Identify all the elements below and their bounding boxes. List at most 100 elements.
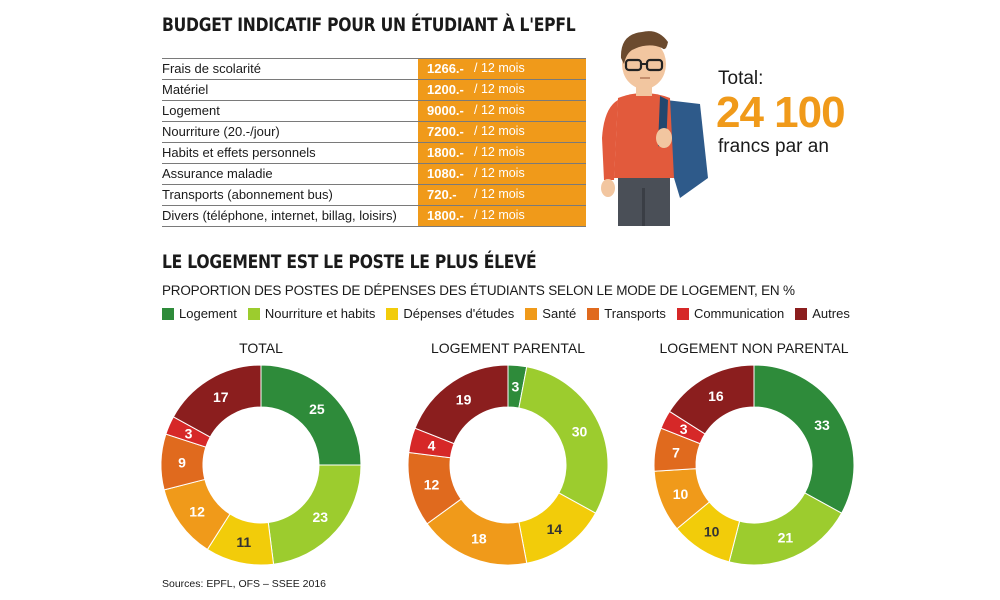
legend-swatch (525, 307, 538, 320)
donut-title-non-parental: LOGEMENT NON PARENTAL (659, 340, 849, 356)
donut-title-parental: LOGEMENT PARENTAL (430, 340, 586, 356)
budget-row-period: / 12 mois (474, 82, 525, 96)
donut-slice-1-6 (414, 364, 509, 445)
legend-swatch (587, 307, 600, 320)
donut-data-label: 14 (547, 521, 563, 537)
donut-data-label: 21 (778, 530, 794, 546)
donut-data-label: 17 (213, 389, 229, 405)
budget-row: Divers (téléphone, internet, billag, loi… (162, 206, 586, 227)
budget-row-period: / 12 mois (474, 61, 525, 75)
budget-row-amount: 720.- (427, 187, 457, 202)
sources: Sources: EPFL, OFS – SSEE 2016 (162, 578, 326, 590)
total-value: 24 100 (716, 88, 846, 137)
donut-data-label: 3 (512, 378, 520, 394)
hair (620, 31, 668, 64)
legend-label: Nourriture et habits (264, 306, 376, 321)
legend-label: Autres (812, 306, 850, 321)
student-illustration (601, 31, 708, 226)
legend-label: Santé (542, 306, 577, 321)
donut-data-label: 11 (236, 534, 251, 550)
legend-label: Transports (604, 306, 666, 321)
budget-row-label: Habits et effets personnels (162, 145, 316, 160)
donut-data-label: 3 (680, 421, 688, 437)
legend-swatch (162, 307, 174, 320)
donut-data-label: 23 (312, 509, 328, 525)
budget-row-value: 9000.- / 12 mois (418, 101, 586, 121)
donut-data-label: 18 (471, 530, 487, 546)
donut-data-label: 30 (572, 423, 588, 439)
total-label: Total: (718, 68, 764, 89)
budget-row-value: 1800.- / 12 mois (418, 206, 586, 226)
total-unit: francs par an (718, 136, 829, 157)
trousers-seam (642, 188, 645, 226)
budget-row-label: Nourriture (20.-/jour) (162, 124, 280, 139)
budget-row: Logement 9000.- / 12 mois (162, 101, 586, 122)
donut-slice-0-6 (172, 364, 262, 438)
donut-slice-2-6 (668, 364, 755, 435)
budget-row-amount: 1800.- (427, 208, 464, 223)
budget-row-period: / 12 mois (474, 208, 525, 222)
left-hand (601, 179, 615, 197)
sweater (614, 93, 674, 178)
legend-item: Nourriture et habits (247, 306, 376, 321)
legend-item: Santé (525, 306, 576, 321)
right-hand (656, 128, 672, 148)
budget-row-value: 1800.- / 12 mois (418, 143, 586, 163)
donut-data-label: 16 (708, 388, 724, 404)
donut-data-label: 10 (704, 524, 720, 540)
budget-table: Frais de scolarité 1266.- / 12 mois Matéri… (162, 58, 586, 227)
donut-data-label: 12 (424, 477, 440, 493)
budget-row: Transports (abonnement bus) 720.- / 12 moi… (162, 185, 586, 206)
legend-item: Transports (587, 306, 666, 321)
budget-row-value: 1080.- / 12 mois (418, 164, 586, 184)
donut-data-label: 25 (309, 401, 325, 417)
budget-row-value: 720.- / 12 mois (418, 185, 586, 205)
legend-item: Autres (795, 306, 850, 321)
donut-data-label: 9 (178, 455, 186, 471)
donut-data-label: 3 (185, 426, 193, 442)
budget-row-value: 7200.- / 12 mois (418, 122, 586, 142)
legend-swatch (247, 307, 260, 320)
budget-row-period: / 12 mois (474, 103, 525, 117)
budget-row-label: Matériel (162, 82, 209, 97)
donut-data-label: 10 (673, 486, 689, 502)
donut-data-label: 7 (672, 445, 680, 461)
budget-row-label: Divers (téléphone, internet, billag, loi… (162, 208, 397, 223)
budget-row: Habits et effets personnels 1800.- / 12 mo… (162, 143, 586, 164)
donut-slice-2-0 (753, 364, 855, 514)
budget-row-label: Logement (162, 103, 220, 118)
budget-row-period: / 12 mois (474, 187, 525, 201)
budget-row-period: / 12 mois (474, 124, 525, 138)
left-arm (602, 100, 618, 180)
budget-row-amount: 1800.- (427, 145, 464, 160)
donut-data-label: 33 (814, 417, 830, 433)
budget-row-label: Frais de scolarité (162, 61, 261, 76)
budget-row-label: Assurance maladie (162, 166, 273, 181)
budget-row-period: / 12 mois (474, 166, 525, 180)
budget-row-label: Transports (abonnement bus) (162, 187, 333, 202)
budget-row-amount: 1080.- (427, 166, 464, 181)
budget-title: BUDGET INDICATIF POUR UN ÉTUDIANT À L'EP… (162, 14, 576, 36)
budget-row: Nourriture (20.-/jour) 7200.- / 12 mois (162, 122, 586, 143)
budget-row-amount: 1266.- (427, 61, 464, 76)
budget-row-amount: 7200.- (427, 124, 464, 139)
legend-swatch (676, 307, 689, 320)
budget-row-value: 1266.- / 12 mois (418, 59, 586, 79)
budget-row: Assurance maladie 1080.- / 12 mois (162, 164, 586, 185)
legend-swatch (795, 307, 808, 320)
budget-row: Frais de scolarité 1266.- / 12 mois (162, 58, 586, 80)
legend-item: Communication (676, 306, 785, 321)
legend-label: Communication (693, 306, 785, 321)
budget-row-amount: 9000.- (427, 103, 464, 118)
budget-row-value: 1200.- / 12 mois (418, 80, 586, 100)
chart-subtitle: PROPORTION DES POSTES DE DÉPENSES DES ÉT… (162, 283, 795, 298)
donut-data-label: 12 (189, 503, 205, 519)
chart-legend: Logement Nourriture et habits Dépenses d'é… (162, 306, 861, 321)
budget-row: Matériel 1200.- / 12 mois (162, 80, 586, 101)
donut-title-total: TOTAL (239, 340, 283, 356)
donut-data-label: 19 (456, 392, 472, 408)
section-title: LE LOGEMENT EST LE POSTE LE PLUS ÉLEVÉ (162, 251, 537, 273)
donut-slice-1-1 (518, 366, 609, 514)
budget-row-period: / 12 mois (474, 145, 525, 159)
